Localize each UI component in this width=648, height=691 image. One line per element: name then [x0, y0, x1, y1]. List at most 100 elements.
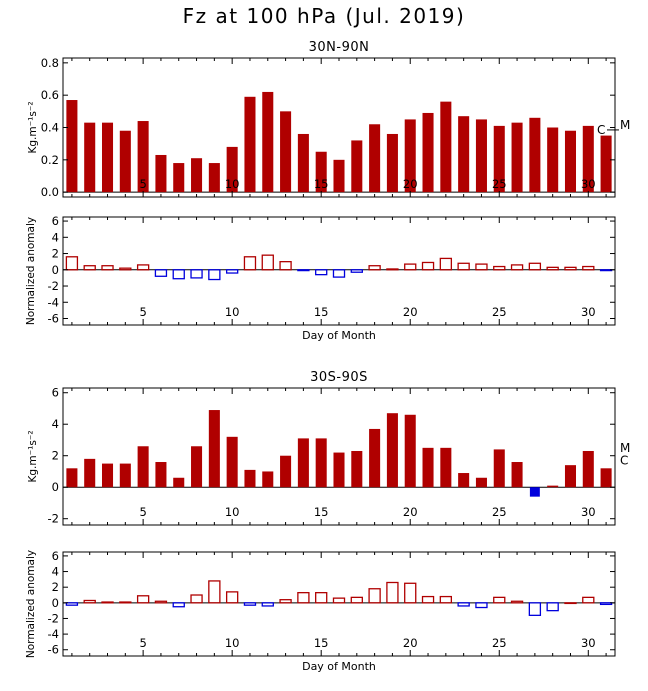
bar-day-30	[582, 265, 595, 271]
bar-day-21	[421, 595, 435, 604]
bar-day-18	[368, 588, 381, 604]
bar-day-8	[191, 158, 203, 193]
x-axis-label: Day of Month	[302, 329, 376, 342]
bar-day-17	[351, 450, 363, 488]
xtick-label: 10	[225, 305, 240, 319]
bar-day-6	[154, 600, 168, 604]
y-axis-label: Normalized anomaly	[25, 550, 37, 658]
figure-title: Fz at 100 hPa (Jul. 2019)	[183, 4, 466, 28]
bar-day-26	[510, 264, 524, 271]
y-axis-label: Kg.m⁻¹s⁻²	[27, 430, 39, 482]
bar-day-2	[84, 122, 96, 193]
xtick-label: 25	[492, 177, 507, 191]
bar-day-2	[83, 599, 96, 604]
ytick-label: 6	[52, 214, 59, 228]
bar-day-19	[386, 413, 398, 488]
bar-day-1	[65, 602, 79, 606]
bar-day-15	[315, 438, 327, 488]
bar-day-3	[101, 601, 114, 604]
marker-M: M	[620, 118, 630, 132]
ytick-label: 4	[52, 417, 59, 431]
bar-day-26	[511, 122, 523, 193]
bar-day-18	[369, 124, 381, 193]
bar-day-16	[332, 269, 346, 278]
xtick-label: 30	[581, 305, 596, 319]
bar-day-24	[475, 119, 487, 193]
bar-day-31	[599, 269, 613, 272]
bar-day-1	[66, 100, 78, 193]
bar-day-21	[421, 261, 435, 271]
panel-title: 30S-90S	[310, 370, 368, 385]
bar-day-13	[280, 111, 292, 193]
bar-day-3	[101, 265, 114, 271]
bar-day-28	[546, 266, 559, 271]
bar-day-2	[83, 265, 96, 271]
bar-day-9	[208, 410, 220, 488]
bar-day-10	[226, 436, 238, 488]
ytick-label: -2	[48, 512, 59, 526]
xtick-label: 20	[403, 305, 418, 319]
bar-day-23	[458, 473, 470, 488]
bar-day-9	[208, 163, 220, 193]
bar-day-15	[315, 151, 327, 193]
bar-day-12	[261, 602, 274, 607]
xtick-label: 25	[492, 505, 507, 519]
xtick-label: 5	[139, 177, 146, 191]
bar-day-25	[493, 596, 506, 604]
bar-day-9	[208, 269, 221, 281]
xtick-label: 25	[492, 305, 507, 319]
panel-title: 30N-90N	[309, 40, 370, 55]
bar-day-6	[154, 269, 168, 277]
marker-M: M	[620, 441, 630, 455]
bar-day-31	[599, 602, 613, 606]
xtick-label: 10	[225, 505, 240, 519]
bar-day-23	[457, 262, 470, 271]
bar-day-20	[404, 119, 416, 193]
bar-day-24	[475, 477, 487, 488]
bar-day-19	[386, 581, 399, 604]
bar-day-5	[136, 595, 150, 604]
bar-day-5	[136, 264, 150, 271]
bar-day-23	[458, 116, 470, 193]
bar-day-29	[564, 130, 577, 193]
xtick-label: 30	[581, 505, 596, 519]
ytick-label: 0	[52, 596, 59, 610]
chart-panel-4: -6 -4 -20 24 6 5 10 15 20 25 30 Normalized anomaly D…	[25, 549, 616, 673]
bar-day-20	[404, 582, 417, 604]
bar-day-12	[261, 254, 274, 271]
ytick-label: -4	[48, 295, 59, 309]
bar-day-25	[493, 265, 506, 271]
bar-day-24	[475, 602, 488, 609]
bar-day-25	[493, 449, 505, 488]
bar-day-27	[528, 602, 542, 616]
xtick-label: 15	[314, 305, 329, 319]
ytick-label: 0.8	[41, 56, 59, 70]
x-axis-label: Day of Month	[302, 660, 376, 673]
bar-day-13	[279, 599, 292, 604]
chart-panel-1: 30N-90N 0.0 0.2 0.4 0.6 0.8 5 10 15 20 25 30 Kg.m⁻¹s…	[27, 40, 630, 199]
bar-day-7	[173, 163, 185, 193]
bar-day-17	[351, 140, 363, 193]
bar-day-29	[564, 465, 577, 488]
ytick-label: 6	[52, 549, 59, 563]
bar-day-16	[333, 452, 345, 488]
bar-day-21	[422, 112, 434, 193]
bar-day-7	[173, 477, 185, 488]
bar-day-11	[244, 96, 256, 193]
bar-day-30	[582, 450, 594, 488]
xtick-label: 20	[403, 636, 418, 650]
ytick-label: 2	[52, 580, 59, 594]
bar-day-8	[190, 594, 203, 604]
xtick-label: 5	[139, 505, 146, 519]
bar-day-29	[564, 602, 577, 605]
bar-day-17	[350, 269, 363, 273]
bar-day-10	[225, 591, 239, 604]
ytick-label: -6	[48, 312, 59, 326]
bar-day-1	[66, 468, 78, 488]
ytick-label: -6	[48, 643, 59, 657]
bar-day-21	[422, 447, 434, 488]
xtick-label: 5	[139, 636, 146, 650]
xtick-label: 10	[225, 177, 240, 191]
bar-day-6	[155, 154, 167, 193]
